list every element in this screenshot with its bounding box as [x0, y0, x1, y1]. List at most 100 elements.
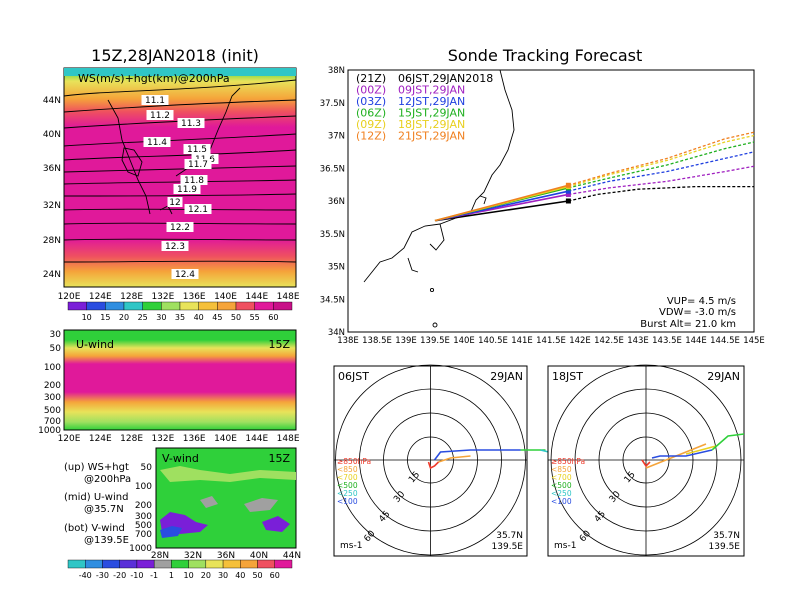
v-wind-y-tick: 100: [135, 482, 152, 492]
track-legend-text: 09JST,29JAN: [398, 84, 465, 97]
u-wind-x-tick: 120E: [58, 434, 81, 444]
track-series-dashed: [568, 134, 755, 188]
v-wind-grey-area: [244, 498, 278, 512]
v-wind-colorbar-tick: 30: [218, 571, 228, 580]
track-y-ticks: 38N 37.5N 37N 36.5N 36N 35.5N 35N 34.5N 34N: [320, 66, 345, 338]
note-mid-2: @35.7N: [84, 504, 124, 515]
ws-inner-label: WS(m/s)+hgt(km)@200hPa: [78, 72, 230, 85]
ws-contour-label: 11.7: [188, 160, 208, 170]
ws-contour-label: 12.3: [165, 242, 185, 252]
ws-contour-label-bg: [146, 110, 174, 120]
track-series-dashed: [568, 165, 755, 196]
ws-y-tick: 32N: [43, 201, 61, 211]
track-x-tick: 144.5E: [710, 336, 740, 346]
track-legend-text: 18JST,29JAN: [398, 118, 465, 131]
panel-notes: (up) WS+hgt @200hPa (mid) U-wind @35.7N …: [64, 462, 131, 546]
v-wind-colorbar-tick: -1: [150, 571, 158, 580]
u-wind-y-tick: 1000: [38, 426, 61, 436]
ws-x-tick: 120E: [58, 292, 81, 302]
ws-contour-label: 12.4: [175, 270, 195, 280]
ws-contour-label-bg: [184, 204, 212, 214]
track-legend-entry: (12Z) 21JST,29JAN: [356, 130, 465, 143]
ws-colorbar-cell: [86, 301, 106, 311]
ws-colorbar-cell: [273, 301, 293, 311]
track-y-tick: 37N: [328, 132, 345, 142]
ws-y-tick: 40N: [43, 130, 61, 140]
hodograph-lat: 35.7N: [496, 531, 523, 541]
v-wind-colorbar-tick: 10: [184, 571, 194, 580]
track-x-tick: 142.5E: [594, 336, 624, 346]
track-x-tick: 143.5E: [652, 336, 682, 346]
v-wind-colorbar-cell: [136, 559, 155, 569]
track-x-tick: 143E: [627, 336, 649, 346]
track-legend-code: (21Z): [356, 72, 386, 85]
v-wind-colorbar-tick: -30: [96, 571, 109, 580]
ws-colorbar-cell: [105, 301, 125, 311]
ws-contour-label-bg: [161, 241, 189, 251]
ws-contour-label: 11.9: [177, 185, 197, 195]
ws-y-tick: 24N: [43, 270, 61, 280]
track-x-tick: 145E: [743, 336, 765, 346]
hodograph-pressure-legend: <500: [551, 481, 572, 490]
ws-x-tick: 140E: [214, 292, 237, 302]
track-legend-code: (03Z): [356, 95, 386, 108]
note-up-1: (up) WS+hgt: [64, 462, 129, 473]
v-wind-x-tick: 28N: [151, 551, 169, 561]
hodograph-trace: [438, 455, 471, 463]
ws-contour-label-bg: [183, 144, 211, 154]
ws-colorbar-cell: [67, 301, 87, 311]
note-bot-2: @139.5E: [84, 535, 129, 546]
hodograph-trace: [711, 433, 745, 451]
ws-colorbar-cell: [198, 301, 218, 311]
track-legend: (21Z) 06JST,29JAN2018(00Z) 09JST,29JAN(03Z…: [356, 72, 493, 143]
track-legend-text: 21JST,29JAN: [398, 130, 465, 143]
ws-colorbar-cell: [217, 301, 237, 311]
v-wind-colorbar: -40 -30 -20 -10 -1 1 10 20 30 40 50 60: [67, 559, 293, 580]
track-series-marker: [565, 188, 571, 194]
hodograph-pressure-legend: <700: [337, 473, 358, 482]
track-x-tick: 138E: [337, 336, 359, 346]
ws-contour-label: 11.3: [181, 119, 201, 129]
u-wind-y-tick: 500: [44, 406, 61, 416]
hodograph-trace: [685, 445, 717, 455]
ws-colorbar-cell: [123, 301, 143, 311]
ws-contour-labels: 11.111.211.311.411.511.611.711.811.91212…: [141, 95, 219, 280]
track-legend-entry: (06Z) 15JST,29JAN: [356, 107, 465, 120]
ws-x-tick: 124E: [89, 292, 112, 302]
ws-contour-label: 12.2: [170, 223, 190, 233]
track-series-solid: [434, 184, 569, 222]
v-wind-colorbar-cell: [257, 559, 275, 569]
v-wind-y-tick: 500: [135, 521, 152, 531]
track-lines: [434, 131, 755, 222]
v-wind-blue-area: [160, 526, 182, 538]
track-x-tick: 140.5E: [478, 336, 508, 346]
ws-colorbar-tick: 60: [268, 313, 278, 322]
track-legend-entry: (09Z) 18JST,29JAN: [356, 118, 465, 131]
track-legend-entry: (00Z) 09JST,29JAN: [356, 84, 465, 97]
u-wind-time: 15Z: [268, 338, 290, 351]
v-wind-colorbar-tick: -10: [130, 571, 143, 580]
ws-x-tick: 132E: [151, 292, 174, 302]
track-y-tick: 34.5N: [320, 295, 345, 305]
track-series-dashed: [568, 141, 755, 189]
track-x-tick: 140E: [453, 336, 475, 346]
ws-contour-label-bg: [180, 175, 208, 185]
hodograph-lon: 139.5E: [492, 542, 524, 552]
u-wind-x-ticks: 120E 124E 128E 132E 136E 140E 144E 148E: [58, 434, 300, 444]
v-wind-colorbar-tick: 20: [201, 571, 211, 580]
u-wind-x-tick: 140E: [214, 434, 237, 444]
hodograph-lon: 139.5E: [709, 542, 741, 552]
track-x-tick: 141.5E: [536, 336, 566, 346]
ws-top-band: [64, 68, 296, 76]
ws-y-tick: 28N: [43, 236, 61, 246]
ws-contour-label: 11.5: [187, 145, 207, 155]
track-series-marker: [565, 198, 571, 204]
ws-colorbar-cell: [235, 301, 255, 311]
u-wind-x-tick: 132E: [151, 434, 174, 444]
ws-x-ticks: 120E 124E 128E 132E 136E 140E 144E 148E: [58, 292, 300, 302]
track-series-dashed: [568, 131, 755, 186]
track-x-tick: 139.5E: [420, 336, 450, 346]
